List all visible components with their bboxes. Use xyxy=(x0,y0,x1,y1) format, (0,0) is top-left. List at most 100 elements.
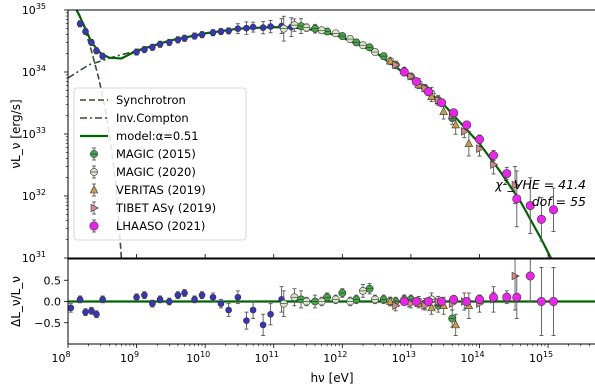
main-point-0-1-dot xyxy=(82,28,89,35)
residual-point-0-0 xyxy=(68,304,75,312)
res-y-tick-label-2: −0.5 xyxy=(34,317,61,330)
residual-point-1-1 xyxy=(311,297,319,306)
axis-titles: νL_ν [erg/s] ΔL_ν/L_ν hν [eV] xyxy=(9,99,354,385)
residual-point-0-13 xyxy=(191,296,198,303)
residual-y-axis-title: ΔL_ν/L_ν xyxy=(9,276,23,327)
main-point-0-0 xyxy=(76,20,84,28)
residual-point-2-1 xyxy=(290,293,299,302)
y-tick-label-2-exponent: 33 xyxy=(36,126,46,135)
residual-point-0-1 xyxy=(76,296,84,303)
main-point-0-17-dot xyxy=(234,25,242,32)
main-point-5-12-dot xyxy=(548,205,558,215)
main-point-0-1 xyxy=(82,28,89,35)
x-tick-label-1-exponent: 9 xyxy=(134,350,139,359)
residual-point-1-3 xyxy=(338,289,347,297)
legend-marker-3 xyxy=(90,150,98,158)
residual-point-5-0-dot xyxy=(399,296,409,306)
main-point-5-10 xyxy=(525,201,535,211)
main-point-2-0 xyxy=(279,24,288,33)
main-point-0-0-dot xyxy=(76,20,84,28)
residual-point-0-7-dot xyxy=(141,291,148,299)
main-point-5-4 xyxy=(449,108,459,118)
main-point-0-12 xyxy=(191,32,198,40)
main-point-0-9-dot xyxy=(166,39,173,46)
main-point-0-19-dot xyxy=(249,23,257,31)
main-point-0-16-dot xyxy=(225,27,232,35)
residual-point-0-10-dot xyxy=(166,298,173,305)
main-point-5-1 xyxy=(411,77,421,87)
y-tick-label-1-exponent: 32 xyxy=(36,188,46,197)
main-point-0-14 xyxy=(209,29,217,37)
main-panel-data-points xyxy=(76,15,558,242)
main-point-0-20-dot xyxy=(259,24,267,31)
residual-point-1-5 xyxy=(365,284,374,293)
main-point-4-6 xyxy=(476,144,485,153)
main-point-5-3-dot xyxy=(437,98,447,108)
main-point-0-21 xyxy=(267,23,274,30)
y-tick-label-1: 1032 xyxy=(22,188,46,203)
residual-point-5-4 xyxy=(449,294,459,304)
legend-marker-5 xyxy=(89,185,99,194)
residual-point-0-2-dot xyxy=(82,308,89,316)
residual-point-0-14 xyxy=(198,291,206,299)
residual-point-5-6 xyxy=(474,294,484,304)
main-point-1-3 xyxy=(338,32,347,40)
residual-point-5-5 xyxy=(462,296,472,306)
x-tick-label-0-exponent: 8 xyxy=(65,350,70,359)
residual-point-5-11 xyxy=(536,296,546,306)
main-point-0-4 xyxy=(99,52,106,60)
main-point-0-6-dot xyxy=(141,46,148,53)
main-point-0-3-dot xyxy=(93,47,100,55)
residual-point-0-20 xyxy=(249,306,257,314)
main-point-3-0 xyxy=(385,56,395,65)
residual-point-0-21 xyxy=(259,321,267,329)
y-axis-title: νL_ν [erg/s] xyxy=(9,99,23,168)
x-tick-label-1-base: 10 xyxy=(120,352,134,365)
residual-point-2-3 xyxy=(317,297,326,306)
residual-point-0-22 xyxy=(267,310,274,318)
residual-point-0-8 xyxy=(149,300,156,307)
residual-point-0-13-dot xyxy=(191,296,198,303)
main-point-0-16 xyxy=(225,27,232,35)
residual-point-5-8 xyxy=(502,292,512,302)
main-point-4-1 xyxy=(407,72,416,81)
residual-point-3-0 xyxy=(385,296,395,305)
residual-point-0-4-dot xyxy=(93,310,100,318)
residual-point-2-7 xyxy=(371,295,379,304)
residual-point-5-2 xyxy=(423,296,433,306)
main-point-4-0 xyxy=(392,60,401,70)
x-tick-label-7: 1015 xyxy=(529,350,553,365)
residual-point-5-12 xyxy=(548,296,558,306)
main-point-5-11 xyxy=(536,214,546,224)
main-point-2-7 xyxy=(371,48,379,56)
main-point-0-20 xyxy=(259,24,267,31)
main-point-0-13 xyxy=(198,31,206,38)
main-point-5-2 xyxy=(423,87,433,97)
residual-point-5-9 xyxy=(512,292,522,302)
main-point-5-7-dot xyxy=(488,151,498,161)
main-point-5-0 xyxy=(399,67,409,77)
residual-point-1-11 xyxy=(448,314,457,323)
residual-point-5-7-dot xyxy=(488,292,498,302)
main-point-0-10 xyxy=(174,36,182,44)
main-point-0-15-dot xyxy=(217,28,225,35)
x-tick-label-2-exponent: 10 xyxy=(200,350,210,359)
y-tick-label-4-exponent: 35 xyxy=(36,2,46,11)
residual-point-0-2 xyxy=(82,308,89,316)
main-point-0-7 xyxy=(149,44,156,51)
main-point-2-1 xyxy=(290,21,299,30)
residual-point-0-20-dot xyxy=(249,306,257,314)
chi-square-annotation: χ²_VHE = 41.4 dof = 55 xyxy=(494,177,586,209)
x-tick-label-6: 1014 xyxy=(460,350,484,365)
main-point-0-6 xyxy=(141,46,148,53)
annotation-line-1: χ²_VHE = 41.4 xyxy=(494,177,586,192)
main-point-0-14-dot xyxy=(209,29,217,37)
main-point-1-6 xyxy=(379,52,388,61)
residual-point-2-2 xyxy=(302,297,311,306)
main-point-0-21-dot xyxy=(267,23,274,30)
residual-point-5-1-dot xyxy=(411,296,421,306)
residual-point-5-4-dot xyxy=(449,294,459,304)
main-point-5-11-dot xyxy=(536,214,546,224)
legend-label-3: MAGIC (2015) xyxy=(116,147,196,161)
